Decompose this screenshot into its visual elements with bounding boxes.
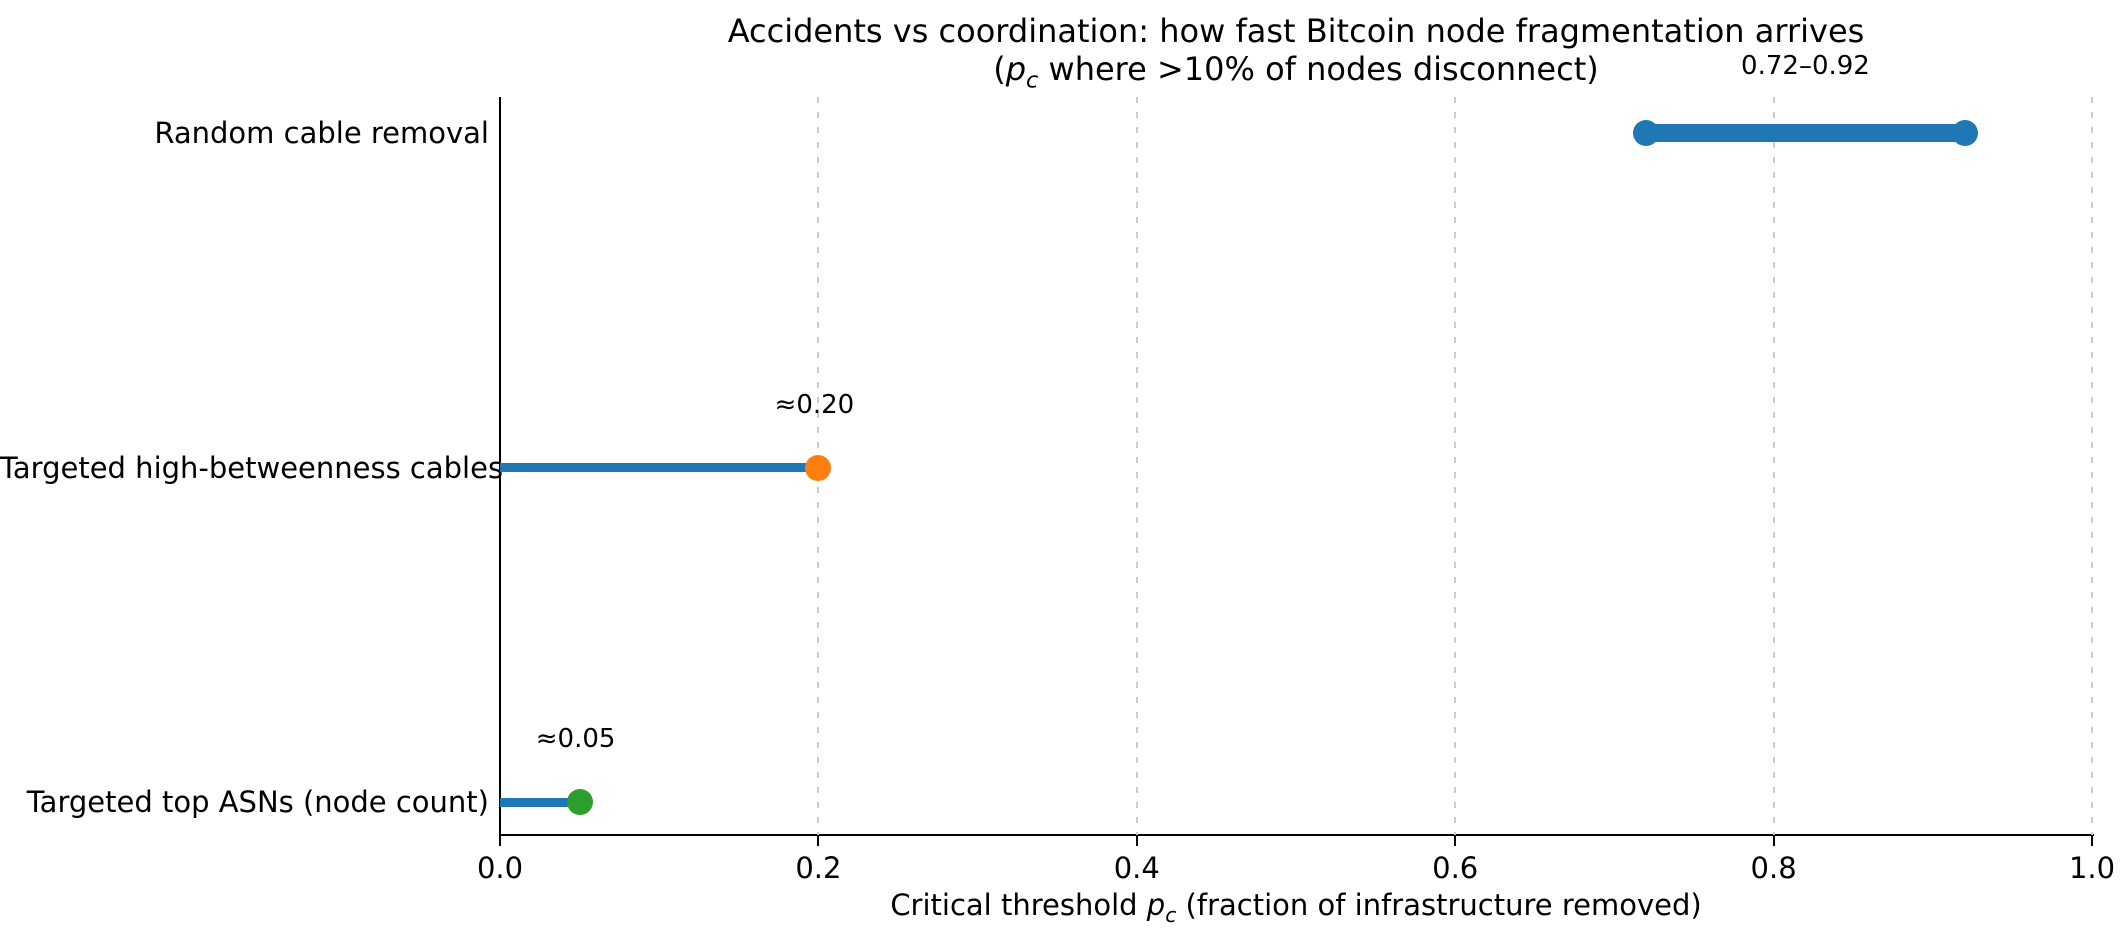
- x-tick: [1135, 836, 1138, 846]
- x-tick-label: 1.0: [2068, 851, 2116, 885]
- category-label: Targeted high-betweenness cables: [0, 450, 504, 485]
- title-var-p: p: [1005, 50, 1027, 88]
- x-tick: [817, 836, 820, 846]
- x-tick: [1454, 836, 1457, 846]
- title-line2-rest: where >10% of nodes disconnect): [1038, 50, 1599, 88]
- x-tick: [1772, 836, 1775, 846]
- lollipop-dot: [805, 454, 832, 481]
- x-tick: [2091, 836, 2093, 846]
- lollipop-stem: [500, 463, 819, 472]
- chart-title: Accidents vs coordination: how fast Bitc…: [500, 12, 2092, 99]
- title-sub-c: c: [1026, 67, 1039, 94]
- gridline: [1772, 97, 1775, 835]
- x-tick: [499, 836, 501, 846]
- title-paren-open: (: [993, 50, 1006, 88]
- x-axis-label: Critical threshold pc (fraction of infra…: [500, 888, 2092, 932]
- range-bar-cap-left: [1633, 120, 1660, 146]
- x-axis-label-suffix: (fraction of infrastructure removed): [1176, 888, 1702, 922]
- value-annotation: 0.72–0.92: [1741, 51, 1870, 81]
- x-tick-label: 0.0: [476, 851, 524, 885]
- chart-title-line1: Accidents vs coordination: how fast Bitc…: [727, 12, 1865, 50]
- category-label: Random cable removal: [154, 116, 489, 150]
- value-annotation: ≈0.05: [535, 724, 616, 754]
- range-bar-cap-right: [1951, 120, 1978, 146]
- x-tick-label: 0.4: [1113, 851, 1160, 885]
- x-axis-spine: [499, 834, 2094, 836]
- x-tick-label: 0.2: [795, 851, 842, 885]
- gridline: [1135, 97, 1138, 835]
- value-annotation: ≈0.20: [774, 389, 855, 420]
- lollipop-stem: [500, 797, 580, 807]
- lollipop-dot: [566, 789, 593, 815]
- gridline: [2091, 97, 2093, 835]
- x-tick-label: 0.6: [1432, 851, 1479, 885]
- chart-title-line2: (pc where >10% of nodes disconnect): [500, 50, 2092, 99]
- x-axis-label-prefix: Critical threshold: [890, 888, 1147, 922]
- range-bar: [1637, 124, 1974, 142]
- category-label: Targeted top ASNs (node count): [26, 785, 489, 819]
- x-axis-sub-c: c: [1165, 902, 1177, 927]
- gridline: [1454, 97, 1457, 835]
- x-tick-label: 0.8: [1750, 851, 1797, 885]
- x-axis-var-p: p: [1146, 888, 1166, 922]
